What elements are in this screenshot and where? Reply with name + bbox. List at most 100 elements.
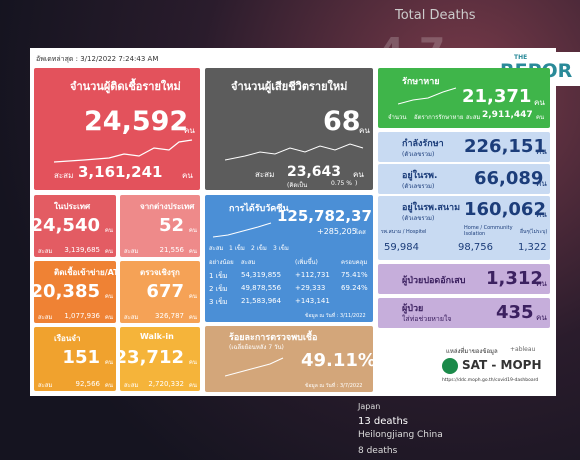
sparkline — [398, 87, 457, 105]
cell: +143,141 — [295, 297, 330, 305]
total: 2,720,332 — [148, 380, 184, 388]
total-label: สะสม — [38, 314, 53, 321]
date: ข้อมูล ณ วันที่ : 3/11/2022 — [305, 313, 366, 319]
total-label: สะสม — [255, 170, 275, 179]
title: จากต่างประเทศ — [140, 202, 195, 211]
treating-panel: กำลังรักษา (ตัวเลขรวม) 226,151 คน — [378, 132, 550, 162]
cell: 69.24% — [341, 284, 368, 292]
sparkline — [225, 143, 364, 161]
total: 1,077,936 — [64, 312, 100, 320]
vaccine-panel: การได้รับวัคซีน 125,782,375 โดส +285,205… — [205, 195, 373, 322]
total: 326,787 — [155, 312, 184, 320]
cell: 1 เข็ม — [209, 272, 228, 280]
total-unit: คน — [188, 314, 197, 321]
tableau: +ableau — [510, 346, 536, 353]
bg-title: Total Deaths — [395, 8, 476, 23]
cell: 49,878,556 — [241, 284, 282, 292]
unit: คน — [104, 293, 113, 300]
total: 125,782,375 — [277, 207, 373, 225]
title: เรือนจำ — [54, 334, 81, 343]
unit: คน — [104, 359, 113, 366]
value: 24,592 — [84, 106, 189, 137]
source-url: https://ddc.moph.go.th/covid19-dashboard — [442, 378, 539, 383]
value: 1,312 — [486, 268, 543, 289]
ventilator-panel: ผู้ป่วย ใส่ท่อช่วยหายใจ 435 คน — [378, 298, 550, 328]
value: 52 — [158, 215, 184, 236]
value: 21,371 — [462, 86, 532, 107]
value: 151 — [62, 347, 100, 368]
small-panel: ในประเทศ 24,540 คน สะสม 3,139,685 คน — [34, 195, 116, 257]
bg-item: 13 deaths — [358, 416, 408, 427]
sparkline — [54, 139, 193, 163]
unit: คน — [184, 126, 195, 135]
value: 68 — [323, 106, 361, 137]
total: 3,139,685 — [64, 246, 100, 254]
pct-close: ) — [355, 180, 358, 187]
legend: อัตราการรักษาหาย — [414, 114, 464, 121]
source: แหล่งที่มาของข้อมูล +ableau SAT - MOPH h… — [440, 346, 550, 392]
cell: +112,731 — [295, 271, 330, 279]
small-panel: เรือนจำ 151 คน สะสม 92,566 คน — [34, 327, 116, 391]
small-panel: ติดเชื้อเข้าข่าย/ATK20,385คนสะสม1,077,93… — [34, 261, 116, 323]
title: Walk-in — [140, 332, 174, 341]
unit: คน — [536, 179, 547, 188]
title: ผู้ป่วยปอดอักเสบ — [402, 276, 466, 286]
column-header: (เพิ่มขึ้น) — [295, 259, 318, 266]
unit: คน — [534, 98, 545, 107]
date: ข้อมูล ณ วันที่ : 3/7/2022 — [305, 383, 363, 389]
total-unit: คน — [104, 314, 113, 321]
total-label: สะสม — [124, 248, 139, 255]
small-panel: ตรวจเชิงรุก 677 คน สะสม 326,787 คน — [120, 261, 200, 323]
part-value: 98,756 — [458, 242, 493, 253]
title: ติดเชื้อเข้าข่าย/ATK — [54, 268, 116, 277]
positivity-panel: ร้อยละการตรวจพบเชื้อ (เฉลี่ยย้อนหลัง 7 ว… — [205, 326, 373, 392]
cell: 54,319,855 — [241, 271, 282, 279]
cell: 3 เข็ม — [209, 298, 228, 306]
value: 66,089 — [474, 168, 544, 189]
sub: (ตัวเลขรวม) — [402, 183, 435, 190]
recovered-panel: รักษาหาย 21,371 คน จำนวน อัตราการรักษาหา… — [378, 68, 550, 128]
pct-open: (คิดเป็น — [287, 182, 308, 189]
small-panel: Walk-in 23,712 คน สะสม 2,720,332 คน — [120, 327, 200, 391]
value: 677 — [146, 281, 184, 302]
title2: ใส่ท่อช่วยหายใจ — [402, 315, 452, 323]
column-header: ครอบคลุม — [341, 259, 368, 266]
total-unit: คน — [188, 382, 197, 389]
legend: 2 เข็ม — [251, 245, 267, 252]
sub: (ตัวเลขรวม) — [402, 151, 435, 158]
part-label: รพ.สนาม / Hospitel — [381, 229, 427, 235]
increase: +285,205 — [317, 227, 357, 236]
sparkline — [213, 222, 272, 238]
hospital-panel: อยู่ในรพ. (ตัวเลขรวม) 66,089 คน — [378, 164, 550, 194]
value: 160,062 — [464, 199, 546, 220]
total-label: สะสม — [124, 314, 139, 321]
bg-item: Heilongjiang China — [358, 430, 443, 440]
cell: 21,583,964 — [241, 297, 282, 305]
part-value: 59,984 — [384, 242, 419, 253]
column-header: อย่างน้อย — [209, 259, 234, 266]
unit: คน — [188, 293, 197, 300]
logo-top: THE — [514, 54, 528, 61]
cell: 2 เข็ม — [209, 285, 228, 293]
legend: 3 เข็ม — [273, 245, 289, 252]
title: อยู่ในรพ. — [402, 171, 438, 181]
title: ผู้ป่วย — [402, 304, 424, 314]
new-deaths-panel: จำนวนผู้เสียชีวิตรายใหม่ 68 คน สะสม 23,6… — [205, 68, 373, 190]
unit: คน — [188, 227, 197, 234]
total-unit: คน — [353, 170, 364, 179]
bg-item: 8 deaths — [358, 446, 398, 456]
unit: คน — [188, 359, 197, 366]
source-label: แหล่งที่มาของข้อมูล — [446, 348, 498, 355]
cell: +29,333 — [295, 284, 326, 292]
total-unit: คน — [182, 171, 193, 180]
title: ตรวจเชิงรุก — [140, 268, 180, 277]
total-unit: คน — [536, 114, 545, 121]
unit: คน — [536, 313, 547, 322]
value: 49.11% — [301, 350, 373, 371]
value: 435 — [496, 302, 534, 323]
sub: (ตัวเลขรวม) — [402, 215, 435, 222]
cell: 75.41% — [341, 271, 368, 279]
total: 2,911,447 — [482, 110, 533, 120]
total-label: สะสม — [124, 382, 139, 389]
